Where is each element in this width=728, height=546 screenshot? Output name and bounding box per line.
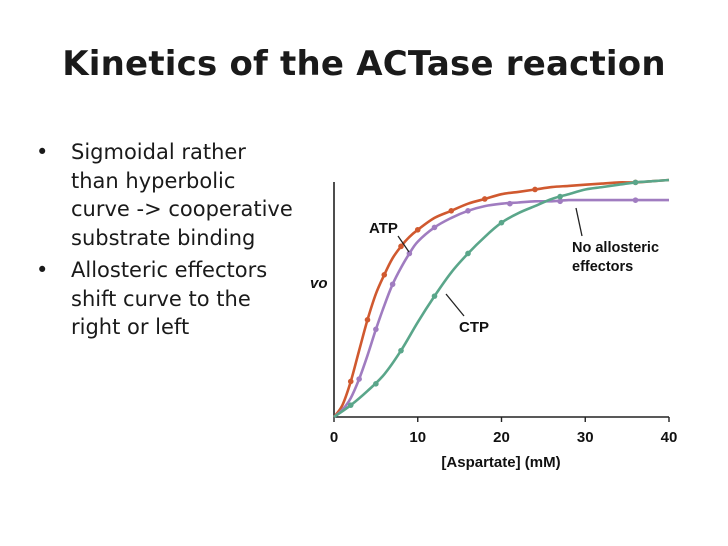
x-tick-label: 30 xyxy=(577,429,594,446)
atp-data-point xyxy=(414,226,421,233)
atp-annotation: ATP xyxy=(369,220,398,237)
ctp-curve xyxy=(333,178,670,419)
no-effectors-leader-line xyxy=(575,207,583,237)
x-tick-label: 20 xyxy=(493,429,510,446)
bullet-marker: • xyxy=(36,140,49,164)
ctp-leader-line xyxy=(445,293,465,317)
no-allosteric-effectors-data-point xyxy=(373,326,379,333)
atp-data-point xyxy=(532,186,538,193)
ctp-data-point xyxy=(632,179,639,186)
no-effectors-annotation-line1: No allosteric xyxy=(572,240,659,256)
no-allosteric-effectors-data-point xyxy=(431,224,438,231)
bullet-marker: • xyxy=(36,258,49,282)
bullet-text: Sigmoidal rather than hyperbolic curve -… xyxy=(71,140,293,250)
actase-kinetics-chart: 0 10 20 30 40 vo [Aspartate] (mM) ATP No all… xyxy=(310,178,678,471)
atp-data-point xyxy=(381,272,388,278)
ctp-data-point xyxy=(498,219,505,226)
bullet-item: • Sigmoidal rather than hyperbolic curve… xyxy=(30,138,300,252)
no-allosteric-effectors-data-point xyxy=(406,250,413,257)
ctp-annotation: CTP xyxy=(459,319,489,336)
bullet-list: • Sigmoidal rather than hyperbolic curve… xyxy=(30,138,300,346)
x-axis-label: [Aspartate] (mM) xyxy=(441,454,560,471)
no-effectors-annotation-line2: effectors xyxy=(572,259,633,275)
ctp-data-point xyxy=(465,250,471,257)
atp-data-point xyxy=(364,317,371,323)
ctp-data-point xyxy=(347,402,354,408)
no-allosteric-effectors-data-point xyxy=(507,200,513,207)
ctp-data-point xyxy=(398,347,404,354)
atp-data-point xyxy=(398,243,404,250)
x-tick-label: 40 xyxy=(661,429,678,446)
atp-leader-line xyxy=(397,235,410,253)
no-allosteric-effectors-curve xyxy=(333,198,669,419)
bullet-item: • Allosteric effectors shift curve to th… xyxy=(30,256,300,342)
y-axis-label: vo xyxy=(310,275,328,292)
atp-curve xyxy=(332,178,670,418)
bullet-text: Allosteric effectors shift curve to the … xyxy=(71,258,268,339)
no-allosteric-effectors-data-point xyxy=(557,198,563,205)
no-allosteric-effectors-data-point xyxy=(356,376,362,382)
atp-data-point xyxy=(448,208,455,214)
x-tick-label: 0 xyxy=(330,429,338,446)
no-allosteric-effectors-data-point xyxy=(632,197,639,203)
ctp-data-point xyxy=(373,381,379,387)
slide-title: Kinetics of the ACTase reaction xyxy=(62,44,666,84)
ctp-data-point xyxy=(431,293,438,299)
no-allosteric-effectors-data-point xyxy=(389,281,396,288)
ctp-data-point xyxy=(557,193,563,200)
no-allosteric-effectors-data-point xyxy=(465,208,471,214)
plot-area: 0 10 20 30 40 xyxy=(330,178,678,446)
atp-data-point xyxy=(347,378,354,385)
atp-data-point xyxy=(481,196,488,202)
x-tick-label: 10 xyxy=(409,429,426,446)
